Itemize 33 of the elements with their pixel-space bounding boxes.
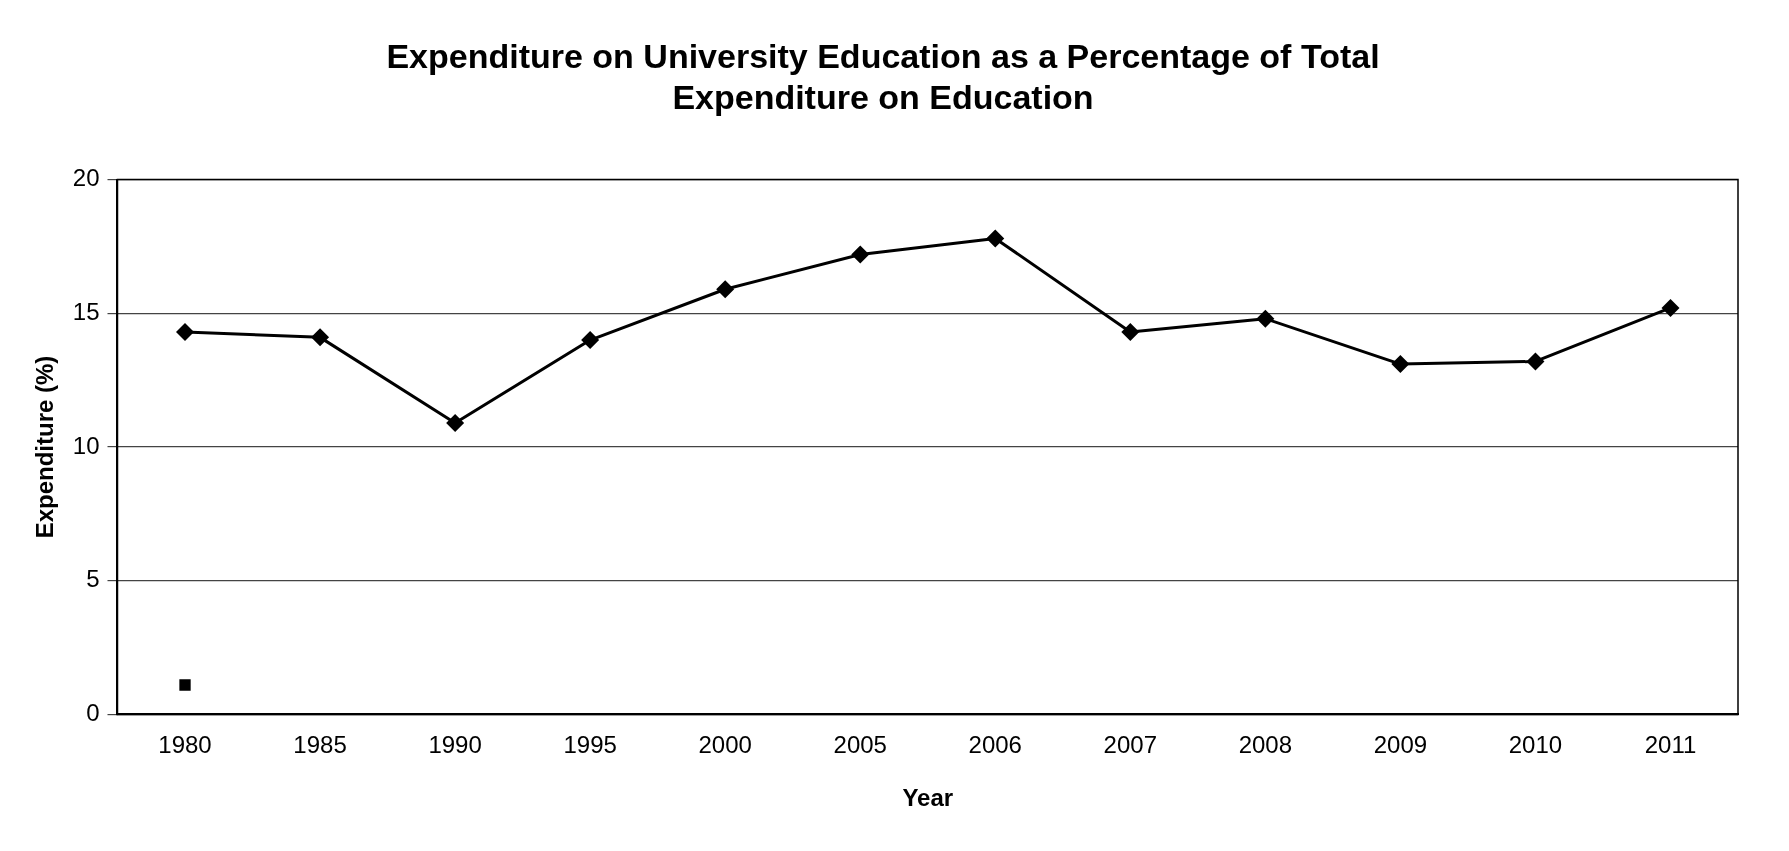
point — [1661, 298, 1680, 317]
point — [1121, 323, 1140, 342]
point — [581, 331, 600, 350]
x-tick-label: 1990 — [428, 731, 482, 759]
x-tick-label: 1980 — [158, 731, 212, 759]
y-tick-label: 5 — [86, 565, 100, 593]
x-tick-label: 2000 — [698, 731, 752, 759]
point — [1526, 352, 1545, 371]
chart-title: Expenditure on University Education as a Percentage of Total Expenditure on Education — [386, 36, 1380, 116]
x-tick-label: 2011 — [1644, 731, 1697, 759]
x-tick-label: 2007 — [1103, 731, 1158, 759]
y-tick-label: 10 — [72, 431, 100, 459]
y-axis-title: Expenditure (%) — [31, 355, 59, 539]
point — [1256, 309, 1275, 328]
x-axis-title: Year — [902, 784, 954, 812]
y-tick-label: 15 — [72, 297, 100, 325]
y-tick-label: 0 — [86, 699, 100, 727]
point — [176, 323, 195, 342]
y-tick-label: 20 — [72, 164, 100, 192]
point — [311, 328, 330, 347]
point — [179, 679, 191, 691]
point — [716, 280, 735, 299]
point — [446, 413, 465, 432]
point — [851, 245, 870, 264]
x-tick-label: 2006 — [968, 731, 1022, 759]
x-tick-label: 2005 — [833, 731, 887, 759]
point — [986, 229, 1005, 248]
x-tick-label: 1985 — [293, 731, 347, 759]
x-tick-label: 2010 — [1508, 731, 1563, 759]
x-tick-label: 2008 — [1238, 731, 1293, 759]
point — [1391, 355, 1410, 374]
x-tick-label: 1995 — [563, 731, 617, 759]
x-tick-label: 2009 — [1373, 731, 1428, 759]
